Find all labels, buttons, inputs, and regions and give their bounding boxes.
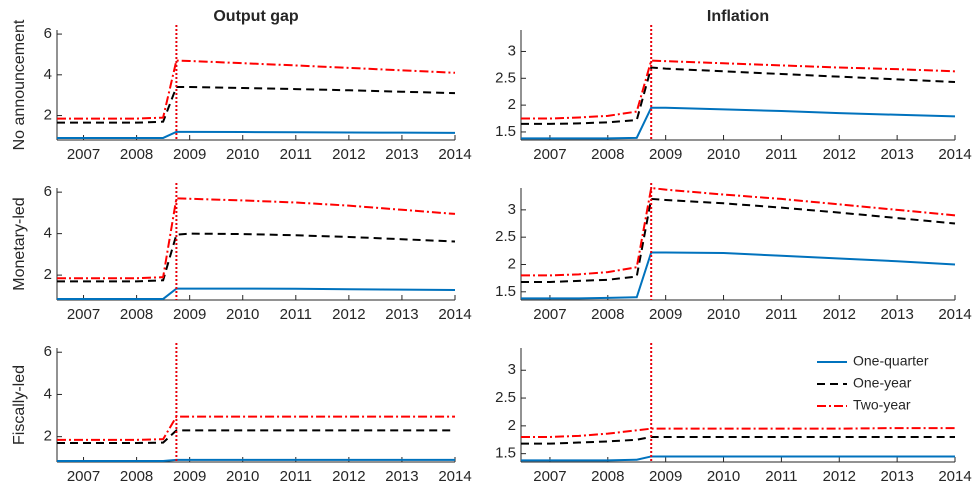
y-tick-label: 1.5 (495, 123, 516, 140)
x-tick-label: 2014 (438, 468, 471, 485)
y-tick-label: 2 (44, 428, 52, 445)
series-line (57, 415, 455, 441)
x-tick-label: 2012 (823, 146, 856, 163)
series-line (521, 197, 956, 283)
legend-label: One-quarter (853, 353, 929, 369)
y-tick-label: 2.5 (495, 228, 516, 245)
x-tick-label: 2011 (280, 146, 312, 163)
x-tick-label: 2007 (533, 146, 566, 163)
y-tick-label: 2.5 (495, 389, 516, 406)
y-tick-label: 3 (508, 42, 516, 59)
series-line (521, 427, 955, 438)
x-tick-label: 2009 (649, 306, 682, 323)
x-tick-label: 2013 (880, 468, 913, 485)
row-label: No announcement (11, 19, 28, 150)
series-line (57, 287, 456, 300)
series-line (521, 251, 956, 300)
x-tick-label: 2013 (880, 306, 913, 323)
panel-title: Inflation (707, 8, 769, 25)
x-tick-label: 2009 (173, 146, 206, 163)
x-tick-label: 2013 (385, 468, 418, 485)
x-tick-label: 2008 (591, 146, 624, 163)
x-tick-label: 2007 (67, 146, 100, 163)
series-line (521, 455, 955, 462)
y-tick-label: 6 (44, 25, 52, 42)
y-tick-label: 1.5 (495, 445, 516, 462)
row-label: Monetary-led (11, 197, 28, 290)
x-tick-label: 2010 (707, 146, 740, 163)
y-tick-label: 4 (44, 385, 52, 402)
y-tick-label: 6 (44, 343, 52, 360)
x-tick-label: 2011 (765, 468, 797, 485)
y-tick-label: 4 (44, 66, 52, 83)
x-tick-label: 2011 (280, 306, 312, 323)
x-tick-label: 2012 (332, 146, 365, 163)
x-tick-label: 2010 (707, 306, 740, 323)
x-tick-label: 2009 (173, 306, 206, 323)
x-tick-label: 2008 (591, 306, 624, 323)
x-tick-label: 2007 (533, 468, 566, 485)
x-tick-label: 2014 (938, 146, 971, 163)
legend-label: Two-year (853, 397, 911, 413)
x-tick-label: 2012 (332, 306, 365, 323)
series-line (57, 197, 456, 280)
series-line (521, 186, 956, 277)
series-line (57, 458, 455, 462)
y-tick-label: 6 (44, 183, 52, 200)
y-tick-label: 3 (508, 361, 516, 378)
x-tick-label: 2014 (438, 306, 471, 323)
x-tick-label: 2012 (823, 468, 856, 485)
x-tick-label: 2014 (438, 146, 471, 163)
series-line (57, 429, 455, 444)
y-tick-label: 1.5 (495, 283, 516, 300)
x-tick-label: 2009 (173, 468, 206, 485)
series-line (521, 59, 956, 120)
x-tick-label: 2011 (765, 146, 797, 163)
x-tick-label: 2008 (591, 468, 624, 485)
x-tick-label: 2013 (385, 306, 418, 323)
series-line (521, 106, 956, 140)
x-tick-label: 2008 (120, 306, 153, 323)
x-tick-label: 2007 (67, 468, 100, 485)
x-tick-label: 2012 (823, 306, 856, 323)
x-tick-label: 2009 (649, 468, 682, 485)
x-tick-label: 2011 (280, 468, 312, 485)
y-tick-label: 4 (44, 225, 52, 242)
x-tick-label: 2007 (533, 306, 566, 323)
series-line (57, 86, 456, 124)
x-tick-label: 2013 (880, 146, 913, 163)
y-tick-label: 2 (508, 417, 516, 434)
series-line (57, 130, 456, 139)
x-tick-label: 2011 (765, 306, 797, 323)
x-tick-label: 2010 (226, 146, 259, 163)
x-tick-label: 2009 (649, 146, 682, 163)
panel-title: Output gap (213, 8, 299, 25)
y-tick-label: 2 (44, 107, 52, 124)
series-line (57, 59, 456, 120)
y-tick-label: 2 (44, 266, 52, 283)
series-line (521, 66, 956, 125)
x-tick-label: 2013 (385, 146, 418, 163)
y-tick-label: 2 (508, 96, 516, 113)
x-tick-label: 2008 (120, 146, 153, 163)
x-tick-label: 2010 (707, 468, 740, 485)
y-tick-label: 2 (508, 255, 516, 272)
series-line (521, 435, 955, 445)
y-tick-label: 3 (508, 201, 516, 218)
row-label: Fiscally-led (11, 365, 28, 445)
x-tick-label: 2014 (938, 306, 971, 323)
x-tick-label: 2010 (226, 306, 259, 323)
series-line (57, 232, 456, 283)
x-tick-label: 2008 (120, 468, 153, 485)
legend-label: One-year (853, 375, 912, 391)
y-tick-label: 2.5 (495, 69, 516, 86)
x-tick-label: 2010 (226, 468, 259, 485)
x-tick-label: 2014 (938, 468, 971, 485)
x-tick-label: 2012 (332, 468, 365, 485)
x-tick-label: 2007 (67, 306, 100, 323)
